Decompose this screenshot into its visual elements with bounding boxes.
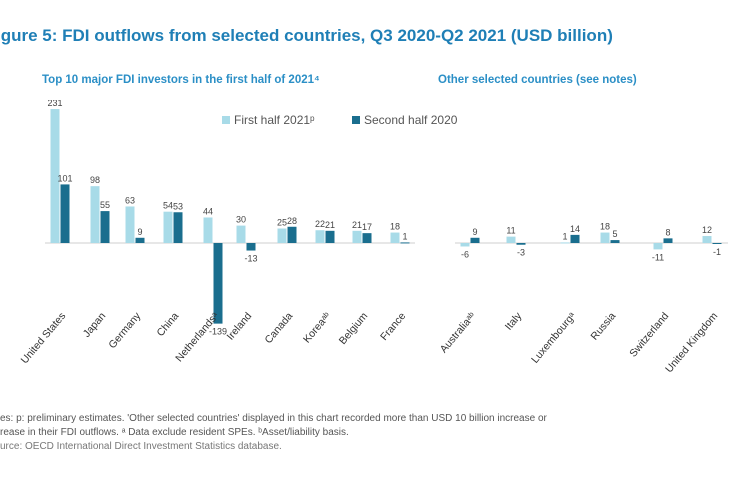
category-label-united-kingdom: United Kingdom bbox=[663, 310, 720, 375]
bar-first-half-russia bbox=[600, 232, 610, 243]
category-label-luxembourg: Luxembourgᵃ bbox=[529, 310, 578, 365]
category-label-belgium: Belgium bbox=[337, 310, 371, 347]
bar-first-half-luxembourg bbox=[560, 242, 570, 244]
notes-line-2: rease in their FDI outflows. ᵃ Data excl… bbox=[0, 427, 349, 438]
bar-first-half-switzerland bbox=[653, 243, 663, 250]
data-label-first-half-united-kingdom: 12 bbox=[702, 225, 712, 235]
data-label-first-half-australia: -6 bbox=[461, 249, 469, 259]
bar-first-half-united-states bbox=[50, 109, 60, 243]
category-label-switzerland: Switzerland bbox=[627, 310, 671, 359]
data-label-first-half-france: 18 bbox=[390, 222, 400, 232]
bar-second-half-russia bbox=[610, 240, 620, 243]
data-label-second-half-australia: 9 bbox=[472, 227, 477, 237]
chart-title: igure 5: FDI outflows from selected coun… bbox=[0, 26, 613, 45]
data-label-second-half-belgium: 17 bbox=[362, 222, 372, 232]
bar-second-half-ireland bbox=[246, 243, 256, 251]
data-label-second-half-korea: 21 bbox=[325, 220, 335, 230]
bar-second-half-united-kingdom bbox=[712, 243, 722, 244]
data-label-first-half-germany: 63 bbox=[125, 195, 135, 205]
data-label-first-half-ireland: 30 bbox=[236, 215, 246, 225]
data-label-second-half-china: 53 bbox=[173, 201, 183, 211]
data-label-first-half-canada: 25 bbox=[277, 218, 287, 228]
data-label-second-half-france: 1 bbox=[402, 231, 407, 241]
legend-label-second-half: Second half 2020 bbox=[364, 113, 458, 127]
data-label-first-half-italy: 11 bbox=[506, 226, 515, 236]
data-label-first-half-china: 54 bbox=[163, 201, 173, 211]
legend-label-first-half: First half 2021ᵖ bbox=[234, 113, 315, 127]
bar-second-half-australia bbox=[470, 237, 480, 243]
data-label-second-half-netherlands: -139 bbox=[209, 327, 227, 337]
data-label-second-half-italy: -3 bbox=[517, 248, 525, 258]
group-label-top10: Top 10 major FDI investors in the first … bbox=[42, 74, 320, 86]
category-label-ireland: Ireland bbox=[224, 310, 254, 342]
category-label-australia: Australiaᵃᵇ bbox=[438, 310, 479, 355]
category-label-united-states: United States bbox=[19, 310, 69, 366]
bar-second-half-switzerland bbox=[663, 238, 673, 243]
bar-first-half-ireland bbox=[236, 225, 246, 243]
bar-first-half-united-kingdom bbox=[702, 236, 712, 243]
bar-second-half-korea bbox=[325, 230, 335, 243]
data-label-first-half-russia: 18 bbox=[600, 222, 610, 232]
data-label-second-half-canada: 28 bbox=[287, 216, 297, 226]
notes-line-1: es: p: preliminary estimates. 'Other sel… bbox=[0, 413, 547, 424]
bar-first-half-japan bbox=[90, 186, 100, 243]
bar-first-half-italy bbox=[506, 236, 516, 243]
data-label-first-half-belgium: 21 bbox=[352, 220, 362, 230]
data-label-first-half-united-states: 231 bbox=[47, 100, 62, 108]
category-label-japan: Japan bbox=[81, 310, 109, 340]
bar-second-half-italy bbox=[516, 243, 526, 245]
data-label-first-half-korea: 22 bbox=[315, 219, 325, 229]
data-label-first-half-switzerland: -11 bbox=[652, 252, 664, 262]
bar-first-half-belgium bbox=[352, 230, 362, 243]
source-line: urce: OECD International Direct Investme… bbox=[0, 441, 282, 452]
bar-second-half-belgium bbox=[362, 233, 372, 243]
data-label-second-half-luxembourg: 14 bbox=[570, 224, 580, 234]
category-label-germany: Germany bbox=[106, 310, 143, 351]
bar-second-half-china bbox=[173, 212, 183, 243]
bar-chart: First half 2021ᵖ Second half 2020 231 101 Un… bbox=[19, 100, 728, 375]
chart-notes: es: p: preliminary estimates. 'Other sel… bbox=[0, 412, 748, 454]
data-label-first-half-netherlands: 44 bbox=[203, 206, 213, 216]
bar-first-half-france bbox=[390, 232, 400, 243]
legend-swatch-second-half bbox=[352, 116, 360, 124]
category-label-russia: Russia bbox=[588, 310, 618, 342]
bar-second-half-canada bbox=[287, 226, 297, 243]
data-label-second-half-united-states: 101 bbox=[57, 173, 72, 183]
bar-first-half-netherlands bbox=[203, 217, 213, 243]
bar-second-half-germany bbox=[135, 237, 145, 243]
data-label-second-half-russia: 5 bbox=[612, 229, 617, 239]
group-label-other: Other selected countries (see notes) bbox=[438, 74, 637, 86]
category-label-china: China bbox=[154, 310, 181, 339]
category-label-korea: Koreaᵃᵇ bbox=[301, 310, 333, 345]
bar-first-half-china bbox=[163, 211, 173, 243]
data-label-second-half-switzerland: 8 bbox=[665, 227, 670, 237]
bar-first-half-germany bbox=[125, 206, 135, 243]
bar-first-half-australia bbox=[460, 243, 470, 247]
bar-second-half-japan bbox=[100, 211, 110, 243]
data-label-first-half-luxembourg: 1 bbox=[562, 231, 567, 241]
bar-first-half-canada bbox=[277, 228, 287, 243]
bar-second-half-netherlands bbox=[213, 243, 223, 324]
data-label-second-half-japan: 55 bbox=[100, 200, 110, 210]
bar-second-half-united-states bbox=[60, 184, 70, 243]
category-label-canada: Canada bbox=[262, 310, 295, 346]
data-label-second-half-united-kingdom: -1 bbox=[713, 247, 721, 257]
bar-second-half-luxembourg bbox=[570, 234, 580, 243]
data-label-second-half-ireland: -13 bbox=[244, 254, 257, 264]
bar-first-half-korea bbox=[315, 230, 325, 243]
bar-second-half-france bbox=[400, 242, 410, 244]
legend-swatch-first-half bbox=[222, 116, 230, 124]
data-label-first-half-japan: 98 bbox=[90, 175, 100, 185]
data-label-second-half-germany: 9 bbox=[137, 227, 142, 237]
category-label-france: France bbox=[378, 310, 408, 343]
category-label-italy: Italy bbox=[503, 310, 525, 333]
